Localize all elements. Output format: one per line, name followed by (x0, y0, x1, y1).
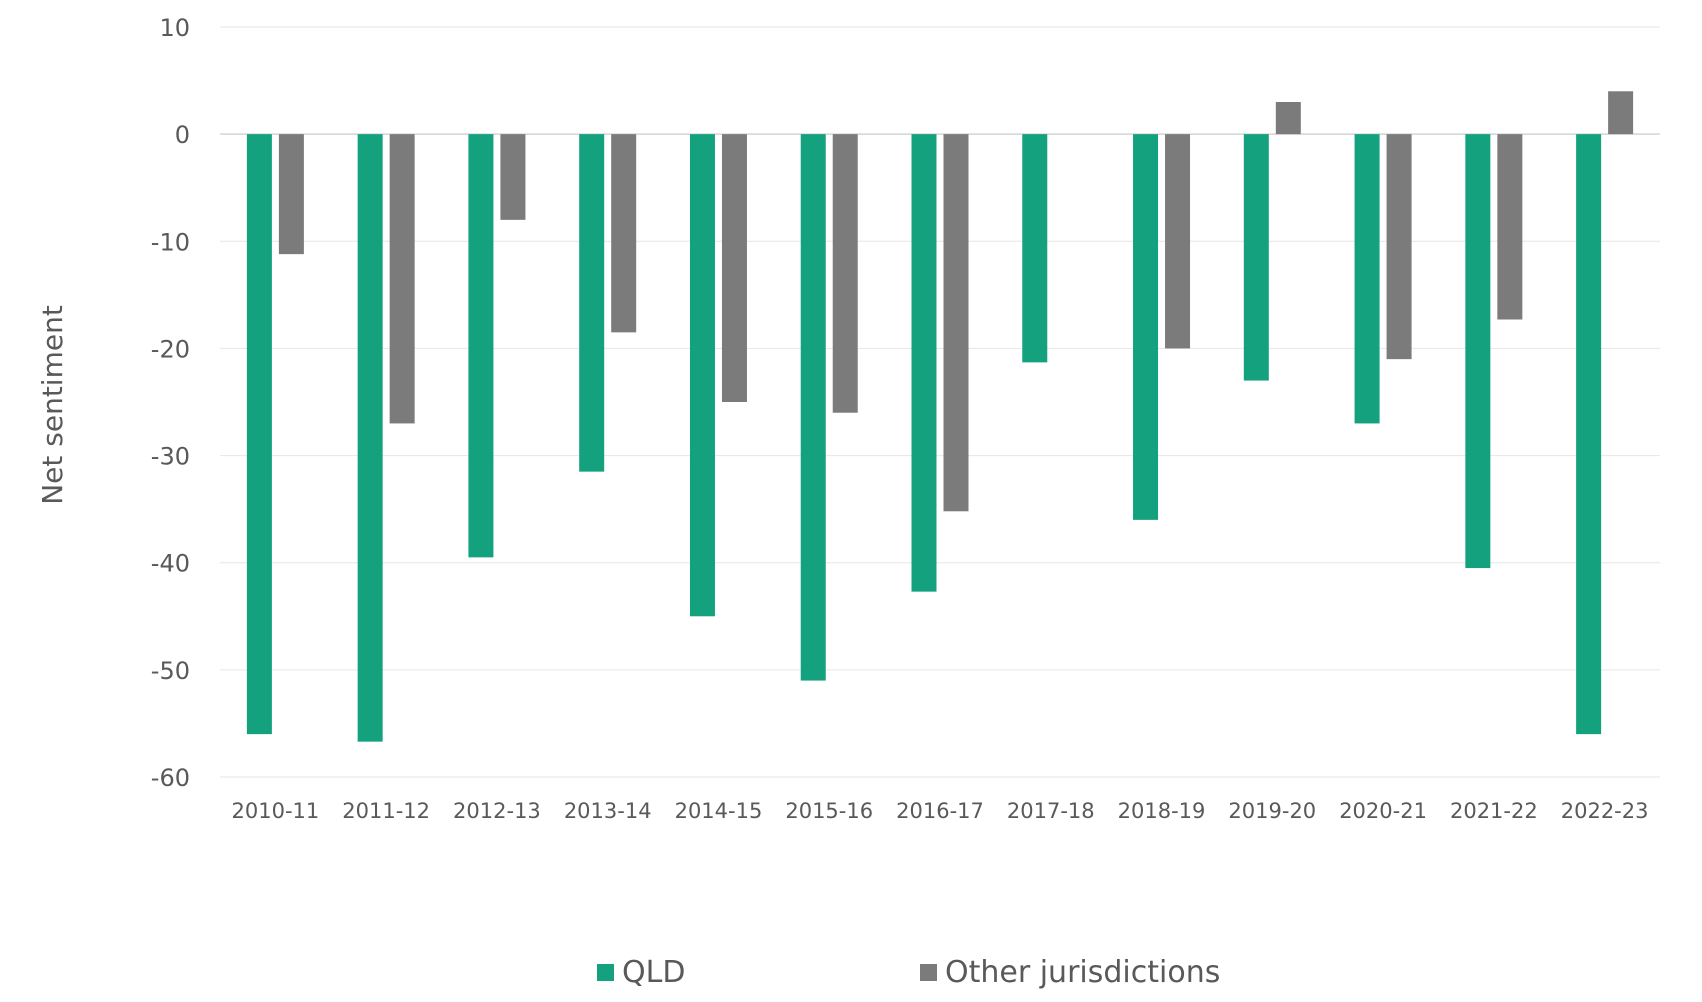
bar-qld-2011-12 (357, 134, 383, 742)
bar-other-jurisdictions-2020-21 (1386, 134, 1412, 360)
bar-other-jurisdictions-2015-16 (832, 134, 858, 413)
y-tick-label: -40 (151, 550, 190, 578)
bar-qld-2018-19 (1133, 134, 1159, 520)
bar-qld-2019-20 (1243, 134, 1269, 381)
bar-qld-2021-22 (1465, 134, 1491, 569)
bar-other-jurisdictions-2012-13 (500, 134, 526, 220)
bar-other-jurisdictions-2018-19 (1165, 134, 1191, 349)
x-category-label: 2021-22 (1450, 799, 1538, 823)
bar-qld-2010-11 (246, 134, 272, 735)
legend-swatch-qld (597, 964, 614, 981)
x-category-label: 2020-21 (1339, 799, 1427, 823)
bar-other-jurisdictions-2010-11 (278, 134, 304, 255)
y-tick-label: -30 (151, 443, 190, 471)
legend-item-qld: QLD (597, 955, 685, 990)
y-tick-label: -60 (151, 764, 190, 792)
x-category-label: 2022-23 (1561, 799, 1649, 823)
bar-qld-2014-15 (689, 134, 715, 617)
bar-other-jurisdictions-2011-12 (389, 134, 415, 424)
bar-other-jurisdictions-2022-23 (1608, 91, 1634, 135)
legend: QLD Other jurisdictions (0, 955, 1702, 999)
y-tick-label: 0 (175, 121, 190, 149)
gridlines (220, 26, 1660, 778)
bar-qld-2017-18 (1022, 134, 1048, 363)
bars (246, 91, 1634, 742)
bar-qld-2022-23 (1576, 134, 1602, 735)
bar-other-jurisdictions-2021-22 (1497, 134, 1523, 320)
y-tick-label: -10 (151, 228, 190, 256)
bar-other-jurisdictions-2014-15 (721, 134, 747, 402)
bar-other-jurisdictions-2019-20 (1275, 102, 1301, 135)
x-category-label: 2019-20 (1228, 799, 1316, 823)
x-category-label: 2011-12 (342, 799, 430, 823)
legend-label-other-jurisdictions: Other jurisdictions (945, 955, 1221, 990)
bar-qld-2016-17 (911, 134, 937, 592)
x-category-label: 2018-19 (1118, 799, 1206, 823)
y-tick-label: -20 (151, 335, 190, 363)
x-category-label: 2010-11 (232, 799, 320, 823)
bar-qld-2013-14 (579, 134, 605, 472)
x-category-label: 2012-13 (453, 799, 541, 823)
legend-item-other-jurisdictions: Other jurisdictions (920, 955, 1220, 990)
y-tick-label: -50 (151, 657, 190, 685)
y-axis-title: Net sentiment (36, 305, 69, 505)
bar-other-jurisdictions-2013-14 (611, 134, 637, 333)
x-category-label: 2017-18 (1007, 799, 1095, 823)
x-category-label: 2014-15 (675, 799, 763, 823)
bar-other-jurisdictions-2016-17 (943, 134, 969, 512)
x-category-label: 2015-16 (785, 799, 873, 823)
x-category-label: 2013-14 (564, 799, 652, 823)
bar-qld-2012-13 (468, 134, 494, 558)
bar-qld-2015-16 (800, 134, 826, 681)
legend-swatch-other-jurisdictions (920, 964, 937, 981)
y-axis-tick-labels: 10 0 -10 -20 -30 -40 -50 -60 (151, 14, 190, 792)
bar-qld-2020-21 (1354, 134, 1380, 424)
x-category-label: 2016-17 (896, 799, 984, 823)
x-axis-category-labels: 2010-11 2011-12 2012-13 2013-14 2014-15 2015-… (232, 799, 1649, 823)
legend-label-qld: QLD (622, 955, 686, 990)
y-tick-label: 10 (159, 14, 190, 42)
